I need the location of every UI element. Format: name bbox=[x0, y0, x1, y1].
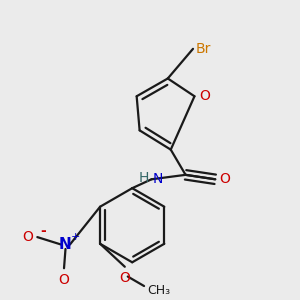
Text: O: O bbox=[199, 89, 210, 103]
Text: -: - bbox=[40, 224, 46, 238]
Text: O: O bbox=[220, 172, 231, 186]
Text: +: + bbox=[70, 232, 80, 242]
Text: N: N bbox=[59, 237, 72, 252]
Text: CH₃: CH₃ bbox=[147, 284, 170, 297]
Text: Br: Br bbox=[196, 42, 211, 56]
Text: O: O bbox=[58, 273, 70, 287]
Text: O: O bbox=[119, 271, 130, 285]
Text: N: N bbox=[153, 172, 163, 186]
Text: O: O bbox=[22, 230, 33, 244]
Text: H: H bbox=[138, 171, 148, 185]
